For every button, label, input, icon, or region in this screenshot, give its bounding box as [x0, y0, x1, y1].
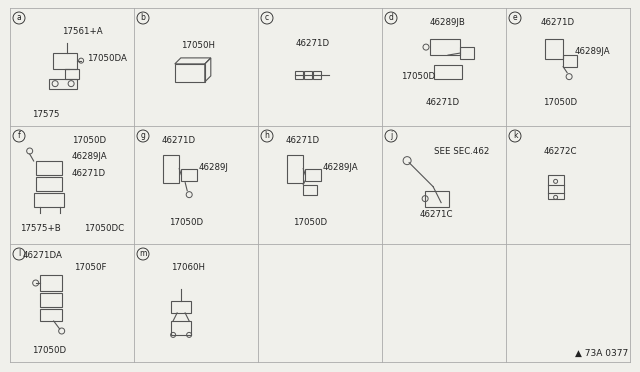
Text: 17050D: 17050D	[72, 136, 106, 145]
Text: m: m	[140, 250, 147, 259]
Text: 46271D: 46271D	[161, 136, 195, 145]
Bar	[65, 69, 79, 78]
Bar	[175, 64, 205, 82]
Text: 17050D: 17050D	[169, 218, 203, 227]
Bar	[460, 47, 474, 59]
Text: 46289JA: 46289JA	[574, 47, 610, 56]
Bar	[563, 55, 577, 67]
Text: b: b	[141, 13, 145, 22]
Text: e: e	[513, 13, 517, 22]
Bar	[303, 71, 312, 79]
Text: 46271C: 46271C	[419, 210, 452, 219]
Text: 46272C: 46272C	[543, 147, 577, 157]
Bar	[36, 177, 61, 191]
Bar	[40, 309, 61, 321]
Text: 17050D: 17050D	[292, 218, 327, 227]
Bar	[545, 39, 563, 59]
Text: 17060H: 17060H	[172, 263, 205, 272]
Text: 17050D: 17050D	[543, 98, 577, 107]
Text: 17050D: 17050D	[401, 72, 435, 81]
Text: 46289JB: 46289JB	[429, 17, 465, 27]
Bar	[430, 39, 460, 55]
Bar	[40, 293, 61, 307]
Text: 46271D: 46271D	[541, 17, 575, 27]
Bar	[49, 78, 77, 89]
Bar	[171, 321, 191, 335]
Text: 17575+B: 17575+B	[20, 224, 61, 233]
Bar	[303, 185, 317, 195]
Bar	[548, 175, 564, 199]
Text: 46271DA: 46271DA	[22, 251, 62, 260]
Text: 46289JA: 46289JA	[323, 163, 358, 172]
Text: 17050D: 17050D	[32, 346, 67, 355]
Text: h: h	[264, 131, 269, 141]
Text: k: k	[513, 131, 517, 141]
Text: 17575: 17575	[32, 110, 60, 119]
Text: 46289JA: 46289JA	[72, 152, 108, 161]
Text: c: c	[265, 13, 269, 22]
Text: SEE SEC.462: SEE SEC.462	[434, 147, 490, 157]
Bar	[434, 65, 462, 79]
Bar	[34, 193, 64, 207]
Bar	[287, 155, 303, 183]
Text: 17050F: 17050F	[74, 263, 107, 272]
Text: 46289J: 46289J	[198, 163, 228, 172]
Text: l: l	[18, 250, 20, 259]
Bar	[171, 301, 191, 313]
Text: j: j	[390, 131, 392, 141]
Text: f: f	[18, 131, 20, 141]
Bar	[36, 161, 61, 175]
Text: 17050DC: 17050DC	[84, 224, 125, 233]
Bar	[294, 71, 303, 79]
Bar	[53, 53, 77, 69]
Text: 46271D: 46271D	[295, 39, 330, 48]
Text: 17050DA: 17050DA	[87, 54, 127, 63]
Text: 17050H: 17050H	[181, 41, 215, 50]
Text: g: g	[141, 131, 145, 141]
Text: ▲ 73A 0377: ▲ 73A 0377	[575, 349, 628, 358]
Bar	[305, 169, 321, 181]
Text: 46271D: 46271D	[426, 98, 460, 107]
Text: a: a	[17, 13, 21, 22]
Text: 46271D: 46271D	[285, 136, 319, 145]
Text: 46271D: 46271D	[72, 169, 106, 178]
Bar	[40, 275, 61, 291]
Bar	[425, 190, 449, 206]
Bar	[181, 169, 197, 181]
Bar	[163, 155, 179, 183]
Text: 17561+A: 17561+A	[62, 27, 102, 36]
Text: d: d	[388, 13, 394, 22]
Bar	[312, 71, 321, 79]
